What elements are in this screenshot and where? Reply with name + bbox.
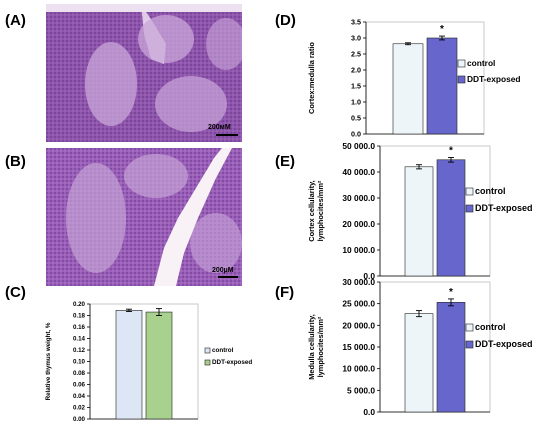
bar-e-control: [404, 166, 434, 277]
legend-swatch-d: [457, 75, 466, 84]
tissue-gap-top-a: [46, 4, 242, 12]
medulla-a-1: [138, 15, 194, 63]
y-tick-label-d: 2.0: [351, 66, 361, 75]
y-tick-label-d: 0.0: [351, 130, 361, 138]
legend-label-f: control: [475, 322, 506, 332]
micrograph-b: 200µM: [46, 148, 242, 286]
legend-label-c: control: [212, 347, 234, 354]
chart-c: 0.00 0.02 0.04 0.06 0.08 0.10 0.12 0.14 0.16 0.18…: [45, 301, 252, 422]
legend-swatch-e: [465, 204, 474, 213]
legend-swatch-e: [465, 187, 474, 196]
y-tick-label-f: 10 000.0: [342, 364, 375, 374]
scale-bar-a: [216, 134, 238, 136]
micrograph-b-image: [46, 148, 242, 286]
plot-frame-c: [89, 303, 199, 420]
y-tick-label-f: 5 000.0: [347, 385, 375, 395]
legend-label-c: DDT-exposed: [212, 359, 252, 366]
legend-label-f: DDT-exposed: [475, 339, 533, 349]
micrograph-a: 200мM: [46, 4, 242, 142]
y-tick-label-e: 40 000.0: [342, 167, 375, 177]
chart-e: 0.0 10 000.0 20 000.0 30 000.0 40 000.0 50 00…: [307, 141, 533, 280]
y-tick-label-c: 0.12: [73, 347, 86, 354]
y-tick-label-f: 0.0: [363, 407, 375, 416]
bar-e-DDT-exposed: [436, 159, 466, 277]
y-axis-label-d: Cortex:medulla ratio: [307, 42, 316, 114]
panel-label-f: (F): [275, 284, 295, 301]
y-tick-label-c: 0.08: [73, 370, 86, 377]
significance-marker-e: *: [449, 145, 453, 156]
scale-label-a: 200мM: [208, 124, 231, 131]
y-axis-label-e: Cortex cellularity,: [307, 180, 316, 241]
medulla-a-3: [155, 76, 227, 132]
medulla-b-3: [190, 213, 242, 273]
micrograph-a-image: [46, 4, 242, 142]
y-tick-label-e: 50 000.0: [342, 141, 375, 151]
legend-label-d: control: [467, 58, 495, 68]
y-tick-label-c: 0.10: [73, 359, 86, 366]
y-tick-label-c: 0.16: [73, 324, 86, 331]
y-axis-label-e: lymphocites/mm²: [316, 180, 325, 241]
medulla-b-1: [66, 163, 126, 273]
panel-label-a: (A): [5, 12, 26, 29]
y-tick-label-e: 20 000.0: [342, 219, 375, 229]
y-tick-label-d: 1.0: [351, 98, 361, 107]
y-axis-label-f: Medulla cellularity,: [307, 314, 316, 380]
y-tick-label-c: 0.00: [73, 416, 86, 422]
y-tick-label-d: 3.0: [351, 34, 361, 43]
y-tick-label-e: 10 000.0: [342, 245, 375, 255]
y-tick-label-f: 25 000.0: [342, 299, 375, 309]
y-tick-label-d: 0.5: [351, 114, 361, 123]
significance-marker-f: *: [449, 287, 453, 298]
plot-frame-e: [379, 145, 491, 277]
medulla-a-2: [85, 42, 137, 126]
y-axis-label-f: lymphocites/mm²: [316, 316, 325, 377]
y-axis-label-c: Relative thymus weight, %: [45, 322, 52, 400]
bar-f-DDT-exposed: [436, 302, 466, 413]
legend-swatch-c: [204, 347, 211, 354]
panel-label-d: (D): [275, 12, 296, 29]
bar-c-control: [115, 310, 143, 420]
bar-f-control: [404, 313, 434, 413]
y-tick-label-d: 3.5: [351, 18, 361, 27]
scale-label-b: 200µM: [212, 267, 234, 274]
legend-swatch-f: [465, 323, 474, 332]
bar-c-DDT-exposed: [145, 311, 173, 420]
panel-label-e: (E): [275, 153, 295, 170]
vessel-b: [154, 148, 232, 286]
significance-marker-d: *: [440, 24, 444, 35]
y-tick-label-c: 0.02: [73, 405, 86, 412]
legend-swatch-d: [457, 59, 466, 68]
y-tick-label-f: 15 000.0: [342, 342, 375, 352]
scale-bar-b: [218, 276, 238, 278]
y-tick-label-c: 0.20: [73, 301, 86, 308]
y-tick-label-c: 0.04: [73, 393, 86, 400]
legend-label-d: DDT-exposed: [467, 74, 521, 84]
bar-d-DDT-exposed: [426, 37, 458, 135]
plot-frame-f: [379, 281, 491, 413]
legend-label-e: DDT-exposed: [475, 203, 533, 213]
panel-label-c: (C): [5, 284, 26, 301]
legend-swatch-c: [204, 359, 211, 366]
bar-d-control: [392, 43, 424, 135]
y-tick-label-d: 2.5: [351, 50, 361, 59]
panel-label-b: (B): [5, 153, 26, 170]
y-tick-label-e: 30 000.0: [342, 193, 375, 203]
y-tick-label-c: 0.18: [73, 313, 86, 320]
y-tick-label-f: 20 000.0: [342, 320, 375, 330]
medulla-a-4: [206, 18, 242, 70]
legend-swatch-f: [465, 340, 474, 349]
y-tick-label-d: 1.5: [351, 82, 361, 91]
chart-d: 0.0 0.5 1.0 1.5 2.0 2.5 3.0 3.5 Cortex:medulla r…: [307, 18, 521, 138]
y-tick-label-f: 30 000.0: [342, 277, 375, 287]
medulla-b-2: [124, 154, 188, 198]
y-tick-label-e: 0.0: [363, 271, 375, 280]
y-tick-label-c: 0.06: [73, 382, 86, 389]
y-tick-label-c: 0.14: [73, 336, 86, 343]
chart-f: 0.0 5 000.0 10 000.0 15 000.0 20 000.0 25 000…: [307, 277, 533, 416]
legend-label-e: control: [475, 186, 506, 196]
